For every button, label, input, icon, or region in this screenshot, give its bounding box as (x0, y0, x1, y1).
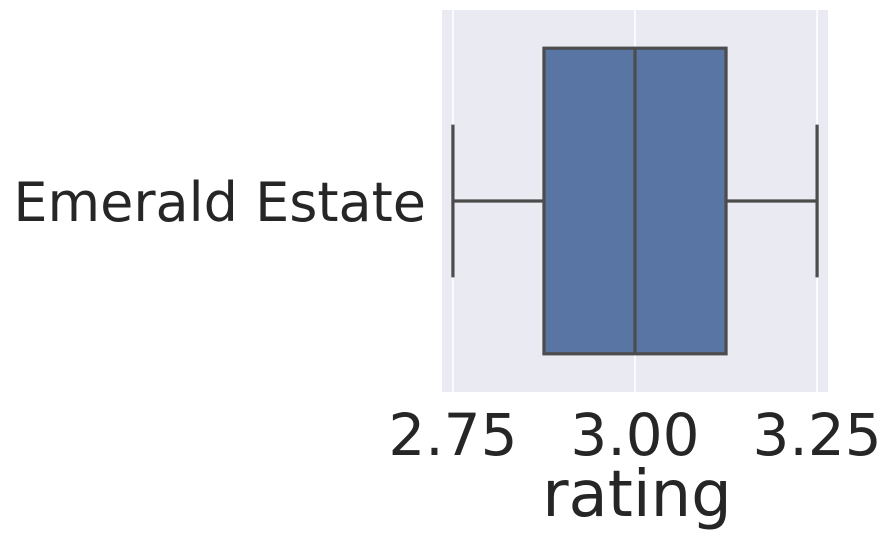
boxes (451, 46, 819, 356)
box-group (451, 46, 819, 356)
x-tick-labels: 2.75 3.00 3.25 (388, 401, 880, 469)
x-tick-label: 2.75 (388, 401, 517, 469)
x-axis-label: rating (542, 458, 732, 532)
x-tick-label: 3.00 (570, 401, 699, 469)
x-tick-label: 3.25 (753, 401, 880, 469)
category-label: Emerald Estate (13, 171, 426, 234)
category-labels: Emerald Estate (13, 171, 426, 234)
